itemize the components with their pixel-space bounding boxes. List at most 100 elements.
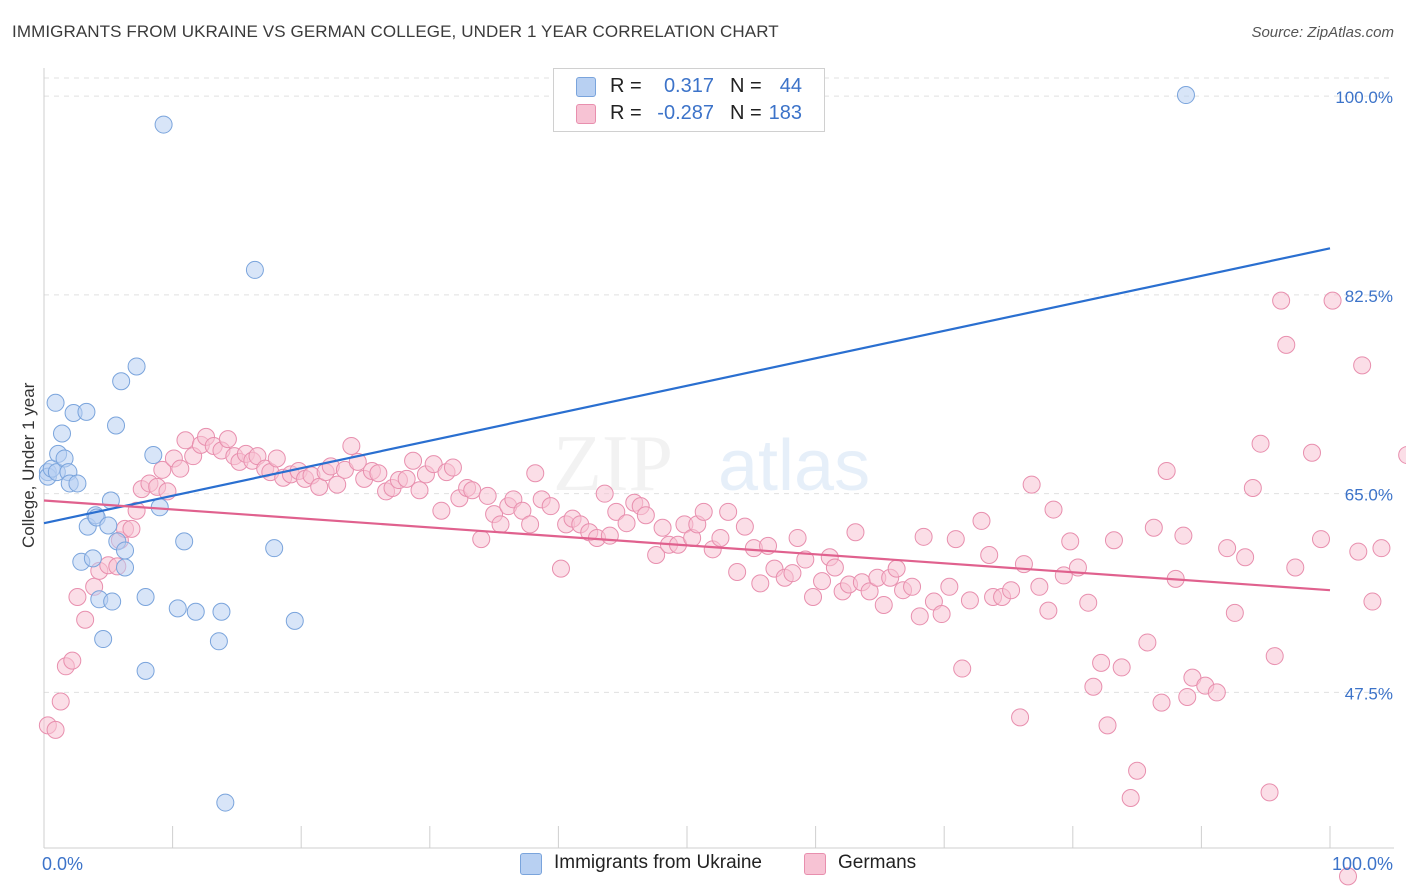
germans-point [76, 610, 95, 629]
germans-trend-line [43, 499, 1331, 592]
germans-point [1030, 577, 1049, 596]
germans-point [860, 582, 879, 601]
ukraine-point [168, 599, 187, 618]
legend-r-label: R = [610, 102, 642, 124]
ukraine-point [216, 793, 235, 812]
germans-point [1002, 581, 1021, 600]
germans-point [432, 501, 451, 520]
ukraine-point [46, 393, 65, 412]
germans-point [513, 501, 532, 520]
axis-labels: 47.5% 65.0% 82.5% 100.0% 0.0% 100.0% College, … [19, 88, 1393, 874]
germans-point [595, 484, 614, 503]
ukraine-point [53, 424, 72, 443]
y-axis-label: College, Under 1 year [19, 382, 38, 548]
germans-point [1044, 500, 1063, 519]
germans-point [1157, 461, 1176, 480]
germans-point [1363, 592, 1382, 611]
y-tick-label: 100.0% [1335, 88, 1393, 107]
germans-point [443, 458, 462, 477]
germans-point [694, 502, 713, 521]
germans-point [1104, 531, 1123, 550]
germans-point [914, 527, 933, 546]
germans-point [1039, 601, 1058, 620]
ukraine-points [38, 86, 1195, 812]
germans-point [960, 591, 979, 610]
germans-point [1272, 291, 1291, 310]
ukraine-point [144, 446, 163, 465]
y-tick-label: 47.5% [1345, 684, 1393, 703]
series-swatch-ukraine [520, 853, 542, 875]
germans-point [1061, 532, 1080, 551]
ukraine-point [136, 588, 155, 607]
germans-point [1349, 542, 1368, 561]
germans-point [1260, 783, 1279, 802]
germans-point [541, 497, 560, 516]
germans-point [1121, 789, 1140, 808]
ukraine-point [68, 474, 87, 493]
germans-point [600, 526, 619, 545]
germans-point [342, 436, 361, 455]
trend-lines [43, 247, 1331, 592]
ukraine-point [116, 558, 135, 577]
germans-point [647, 545, 666, 564]
germans-point [932, 605, 951, 624]
germans-point [846, 523, 865, 542]
legend-swatch-germans [576, 104, 596, 124]
y-tick-label: 82.5% [1345, 287, 1393, 306]
germans-point [1207, 683, 1226, 702]
germans-point [1022, 475, 1041, 494]
germans-point [404, 451, 423, 470]
germans-point [1339, 867, 1358, 886]
germans-point [1353, 356, 1372, 375]
watermark-atlas: atlas [718, 426, 870, 506]
ukraine-point [127, 357, 146, 376]
germans-point [804, 588, 823, 607]
germans-point [711, 528, 730, 547]
ukraine-point [154, 115, 173, 134]
chart-title: IMMIGRANTS FROM UKRAINE VS GERMAN COLLEG… [12, 22, 779, 41]
germans-point [1218, 539, 1237, 558]
ukraine-point [209, 632, 228, 651]
germans-point [463, 481, 482, 500]
gridlines [44, 77, 1394, 693]
ukraine-trend-line [43, 247, 1331, 525]
ukraine-point [285, 611, 304, 630]
ukraine-point [112, 372, 131, 391]
germans-point [1128, 761, 1147, 780]
series-label-germans: Germans [838, 852, 917, 873]
legend-n-label: N = [730, 102, 762, 124]
germans-point [335, 460, 354, 479]
germans-point [1323, 291, 1342, 310]
germans-point [1098, 716, 1117, 735]
germans-point [478, 486, 497, 505]
ukraine-point [83, 549, 102, 568]
ukraine-point [212, 602, 231, 621]
x-tick-label: 100.0% [1332, 854, 1393, 874]
germans-point [980, 545, 999, 564]
germans-point [1178, 687, 1197, 706]
germans-point [1311, 530, 1330, 549]
germans-point [1092, 653, 1111, 672]
germans-point [1011, 708, 1030, 727]
germans-point [267, 449, 286, 468]
correlation-legend: R = 0.317 N = 44 R = -0.287 N = 183 [553, 68, 825, 132]
germans-point [728, 563, 747, 582]
germans-point [607, 502, 626, 521]
germans-point [1183, 668, 1202, 687]
germans-point [940, 577, 959, 596]
germans-point [153, 460, 172, 479]
ukraine-point [1176, 86, 1195, 105]
germans-point [171, 459, 190, 478]
germans-point [946, 530, 965, 549]
germans-point [874, 595, 893, 614]
legend-n-value: 44 [779, 75, 802, 97]
legend-n-label: N = [730, 75, 762, 97]
y-tick-label: 65.0% [1345, 486, 1393, 505]
ukraine-point [107, 416, 126, 435]
source-label: Source: ZipAtlas.com [1251, 24, 1394, 41]
x-tick-label: 0.0% [42, 854, 83, 874]
germans-point [1372, 539, 1391, 558]
germans-point [1302, 443, 1321, 462]
germans-point [617, 514, 636, 533]
